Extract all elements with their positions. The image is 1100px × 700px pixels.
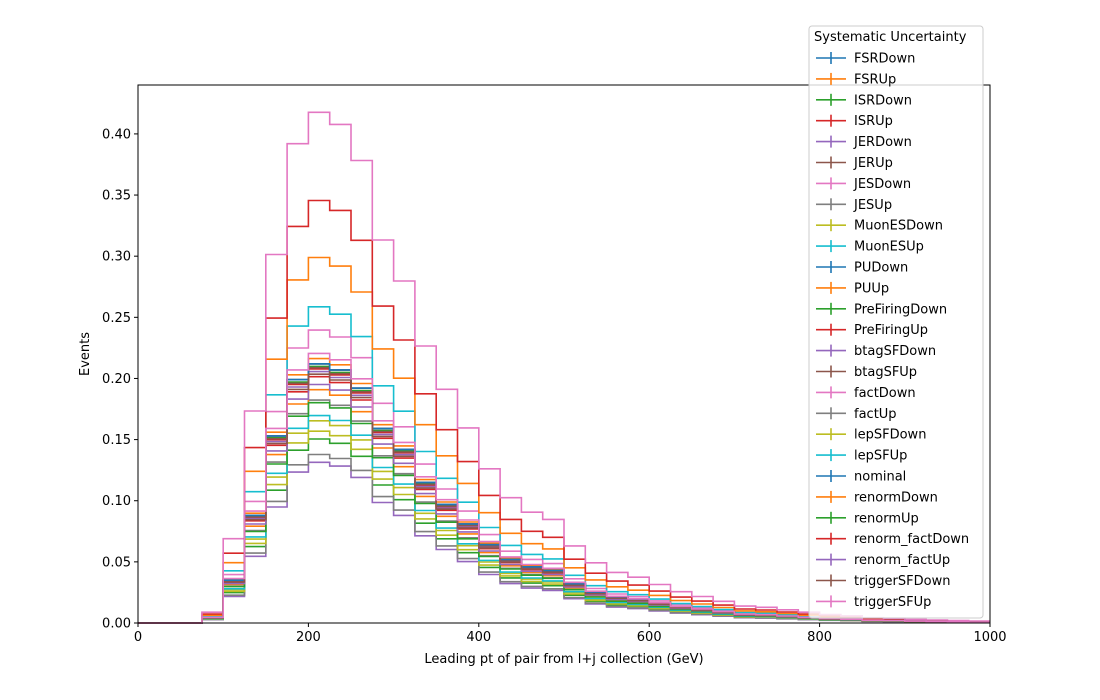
legend-item-PUUp: PUUp [816, 281, 889, 296]
y-tick-label: 0.35 [102, 189, 131, 204]
legend-item-btagSFUp: btagSFUp [816, 365, 917, 380]
legend-item-MuonESUp: MuonESUp [816, 240, 924, 255]
y-tick-label: 0.20 [102, 372, 131, 387]
legend-item-ISRUp: ISRUp [816, 114, 893, 129]
legend-label: PreFiringDown [854, 302, 947, 317]
legend-label: factUp [854, 407, 897, 422]
legend-item-ISRDown: ISRDown [816, 93, 912, 108]
legend-item-lepSFUp: lepSFUp [816, 449, 907, 464]
legend-item-JESUp: JESUp [816, 198, 892, 213]
legend-label: JERUp [853, 156, 893, 171]
legend-label: MuonESUp [854, 240, 924, 255]
legend-item-nominal: nominal [816, 470, 906, 485]
legend-label: factDown [854, 386, 916, 401]
legend-label: JERDown [853, 135, 912, 150]
y-axis-title: Events [78, 332, 93, 376]
y-axis: 0.00 0.05 0.10 0.15 0.20 0.25 0.30 0.35 0.40 [102, 127, 138, 632]
legend-label: nominal [854, 470, 906, 485]
legend-label: JESUp [853, 198, 892, 213]
legend-item-renorm_factUp: renorm_factUp [816, 553, 950, 568]
legend-label: lepSFDown [854, 428, 926, 443]
legend-item-factUp: factUp [816, 407, 897, 422]
legend-item-factDown: factDown [816, 386, 916, 401]
legend-label: triggerSFDown [854, 574, 950, 589]
legend-label: PreFiringUp [854, 323, 928, 338]
legend-label: renorm_factUp [854, 553, 950, 568]
x-tick-label: 1000 [973, 630, 1006, 645]
x-tick-label: 600 [637, 630, 662, 645]
legend-label: btagSFUp [854, 365, 917, 380]
legend-label: renormUp [854, 511, 919, 526]
legend-label: MuonESDown [854, 219, 943, 234]
legend-label: FSRDown [854, 52, 915, 67]
legend-label: renormDown [854, 490, 938, 505]
x-tick-label: 0 [134, 630, 142, 645]
legend-item-JERUp: JERUp [816, 156, 893, 171]
legend-item-PreFiringUp: PreFiringUp [816, 323, 928, 338]
legend-title: Systematic Uncertainty [814, 30, 967, 45]
y-tick-label: 0.05 [102, 555, 131, 570]
legend-item-triggerSFDown: triggerSFDown [816, 574, 950, 589]
legend-label: FSRUp [854, 72, 896, 87]
y-tick-label: 0.40 [102, 127, 131, 142]
legend-item-FSRDown: FSRDown [816, 52, 915, 67]
legend-label: renorm_factDown [854, 532, 969, 547]
x-tick-label: 800 [807, 630, 832, 645]
legend-item-renorm_factDown: renorm_factDown [816, 532, 969, 547]
legend-item-renormUp: renormUp [816, 511, 919, 526]
legend-item-renormDown: renormDown [816, 490, 938, 505]
legend-item-FSRUp: FSRUp [816, 72, 896, 87]
legend-label: ISRUp [854, 114, 893, 129]
legend-item-PUDown: PUDown [816, 261, 908, 276]
series-line-triggerSFUp [138, 352, 990, 624]
legend-items: FSRDown FSRUp ISRDown ISRUp JERDown JERUp JESD… [816, 52, 969, 610]
y-tick-label: 0.30 [102, 250, 131, 265]
legend-item-JERDown: JERDown [816, 135, 912, 150]
y-tick-label: 0.15 [102, 433, 131, 448]
legend-item-lepSFDown: lepSFDown [816, 428, 926, 443]
x-axis-title: Leading pt of pair from l+j collection (… [424, 652, 703, 667]
legend-label: btagSFDown [854, 344, 936, 359]
legend-label: lepSFUp [854, 449, 907, 464]
legend-item-JESDown: JESDown [816, 177, 911, 192]
legend-label: PUUp [854, 281, 889, 296]
legend-label: JESDown [853, 177, 911, 192]
y-tick-label: 0.25 [102, 311, 131, 326]
legend-item-MuonESDown: MuonESDown [816, 219, 943, 234]
legend-item-PreFiringDown: PreFiringDown [816, 302, 947, 317]
x-axis: 0 200 400 600 800 1000 [134, 623, 1007, 645]
legend-box [808, 25, 984, 619]
legend-label: PUDown [854, 261, 908, 276]
legend-label: ISRDown [854, 93, 912, 108]
x-tick-label: 200 [296, 630, 321, 645]
y-tick-label: 0.10 [102, 494, 131, 509]
legend-label: triggerSFUp [854, 595, 931, 610]
plot-frame [137, 84, 991, 624]
y-tick-label: 0.00 [102, 617, 131, 632]
legend-item-btagSFDown: btagSFDown [816, 344, 936, 359]
legend-item-triggerSFUp: triggerSFUp [816, 595, 931, 610]
x-tick-label: 400 [466, 630, 491, 645]
legend: Systematic Uncertainty FSRDown FSRUp ISRDo… [808, 25, 984, 619]
